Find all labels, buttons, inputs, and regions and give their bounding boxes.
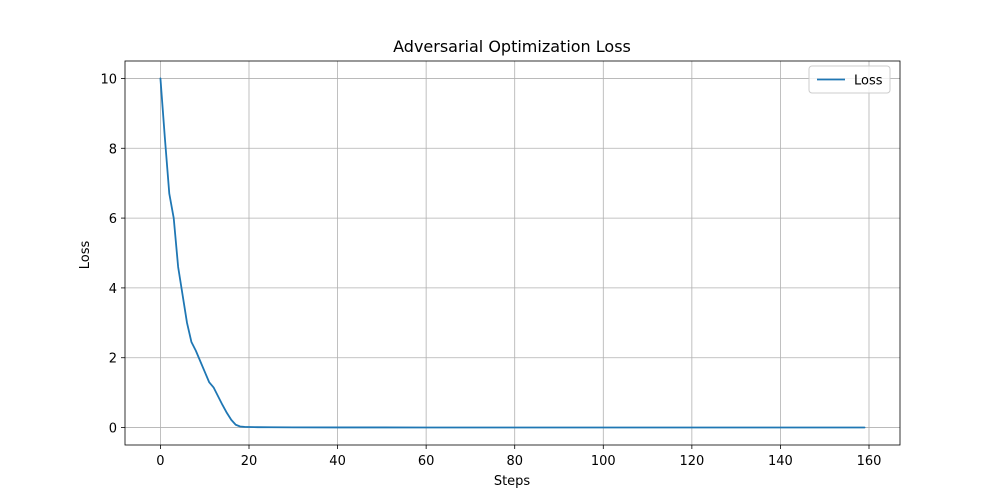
x-tick-label: 60 — [418, 454, 435, 469]
x-tick-label: 100 — [591, 454, 616, 469]
y-tick-label: 0 — [109, 422, 117, 437]
x-tick-label: 160 — [857, 454, 882, 469]
x-tick-label: 40 — [329, 454, 346, 469]
y-tick-label: 6 — [109, 212, 117, 227]
axes: 0 20 40 60 80 100 120 140 160 0 2 4 6 8 10 — [100, 60, 901, 469]
grid — [125, 61, 900, 445]
x-tick-label: 20 — [241, 454, 258, 469]
x-tick-label: 80 — [506, 454, 523, 469]
series-line-loss — [159, 77, 866, 429]
plot-frame — [124, 60, 901, 446]
legend-box — [808, 65, 891, 94]
y-tick-label: 10 — [100, 72, 117, 87]
legend-label: Loss — [854, 74, 883, 89]
series-layer — [159, 77, 866, 429]
x-axis-label: Steps — [494, 474, 531, 489]
y-tick-label: 8 — [109, 142, 117, 157]
x-tick-label: 120 — [679, 454, 704, 469]
x-tick-label: 140 — [768, 454, 793, 469]
x-tick-label: 0 — [156, 454, 164, 469]
y-tick-label: 4 — [109, 282, 117, 297]
y-tick-label: 2 — [109, 352, 117, 367]
legend: Loss — [808, 65, 891, 94]
y-axis-label: Loss — [78, 241, 93, 270]
chart-title: Adversarial Optimization Loss — [393, 37, 631, 56]
